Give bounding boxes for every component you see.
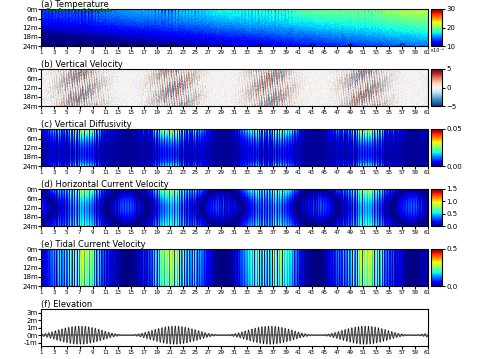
Text: (e) Tidal Current Velocity: (e) Tidal Current Velocity [41, 240, 146, 249]
Text: (f) Elevation: (f) Elevation [41, 300, 92, 309]
Text: (b) Vertical Velocity: (b) Vertical Velocity [41, 60, 123, 69]
Text: Surface cold patch: Surface cold patch [46, 8, 112, 13]
Text: (a) Temperature: (a) Temperature [41, 0, 109, 9]
Text: (c) Vertical Diffusivity: (c) Vertical Diffusivity [41, 120, 132, 129]
Text: ×10⁻⁶: ×10⁻⁶ [429, 48, 444, 53]
Text: (d) Horizontal Current Velocity: (d) Horizontal Current Velocity [41, 180, 169, 189]
